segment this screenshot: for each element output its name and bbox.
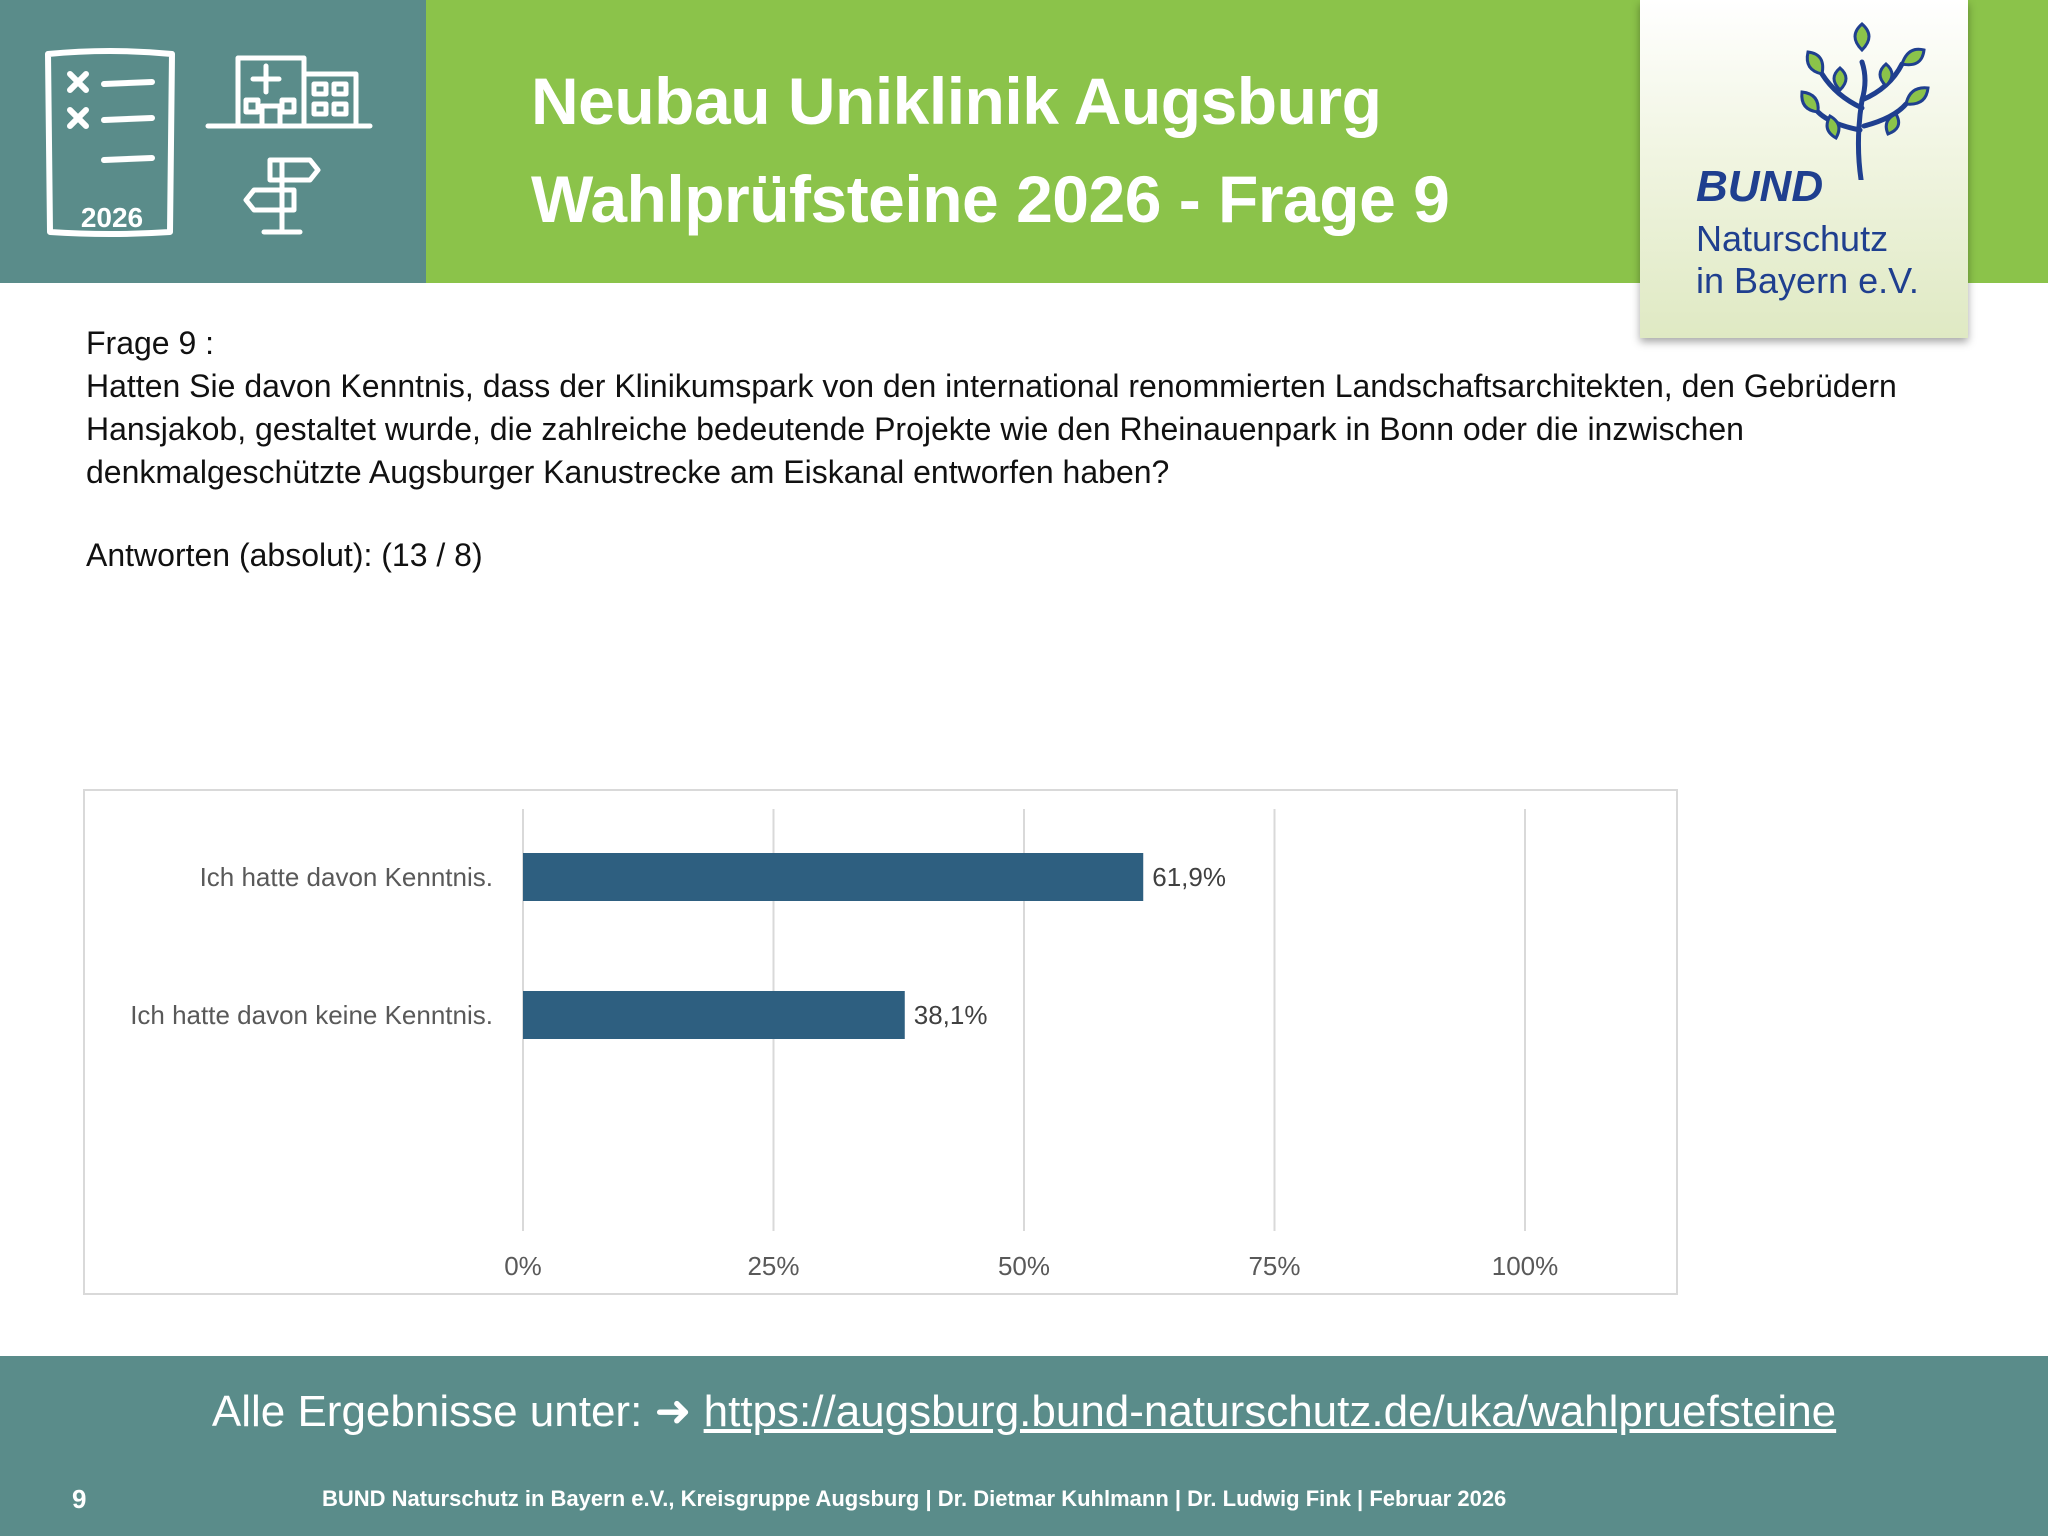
logo-line-2: in Bayern e.V.: [1696, 260, 1919, 301]
tree-logo-icon: [1800, 22, 1930, 180]
question-label: Frage 9 :: [86, 325, 215, 361]
footer-results-prefix: Alle Ergebnisse unter: ➜: [211, 1387, 704, 1436]
logo-bund-text: BUND: [1696, 162, 1824, 211]
footer-credits: BUND Naturschutz in Bayern e.V., Kreisgr…: [322, 1486, 1507, 1511]
bar: [523, 991, 905, 1039]
chart-container: 0% 25% 50% 75% 100% Ich hatte davon Kenntnis.…: [83, 789, 1678, 1295]
bund-logo: BUND Naturschutz in Bayern e.V.: [1640, 0, 1968, 338]
logo-line-1: Naturschutz: [1696, 218, 1889, 259]
x-tick-label: 25%: [747, 1251, 799, 1281]
results-link[interactable]: https://augsburg.bund-naturschutz.de/uka…: [703, 1387, 1837, 1436]
category-label: Ich hatte davon keine Kenntnis.: [130, 1000, 493, 1030]
x-tick-label: 50%: [998, 1251, 1050, 1281]
header-icons: 2026: [45, 48, 373, 237]
page-title: Neubau Uniklinik Augsburg Wahlprüfsteine…: [531, 52, 1450, 248]
x-tick-label: 100%: [1492, 1251, 1559, 1281]
x-tick-label: 75%: [1248, 1251, 1300, 1281]
question-text: Hatten Sie davon Kenntnis, dass der Klin…: [86, 368, 1897, 490]
data-label: 38,1%: [914, 1000, 988, 1030]
signpost-icon: [243, 157, 321, 235]
question-block: Frage 9 : Hatten Sie davon Kenntnis, das…: [86, 322, 2006, 494]
icon-year-label: 2026: [81, 202, 143, 233]
footer-results-line: Alle Ergebnisse unter: ➜ https://augsbur…: [0, 1386, 2048, 1437]
category-label: Ich hatte davon Kenntnis.: [200, 862, 493, 892]
data-label: 61,9%: [1152, 862, 1226, 892]
bar: [523, 853, 1144, 901]
x-tick-label: 0%: [504, 1251, 542, 1281]
bar-chart: 0% 25% 50% 75% 100% Ich hatte davon Kenntnis.…: [130, 809, 1559, 1281]
title-line-2: Wahlprüfsteine 2026 - Frage 9: [531, 162, 1450, 236]
footer: Alle Ergebnisse unter: ➜ https://augsbur…: [0, 1356, 2048, 1536]
page-number: 9: [72, 1484, 87, 1514]
hospital-icon: [205, 55, 373, 129]
checklist-icon: [45, 48, 175, 237]
title-line-1: Neubau Uniklinik Augsburg: [531, 64, 1382, 138]
answers-count: Antworten (absolut): (13 / 8): [86, 537, 483, 573]
